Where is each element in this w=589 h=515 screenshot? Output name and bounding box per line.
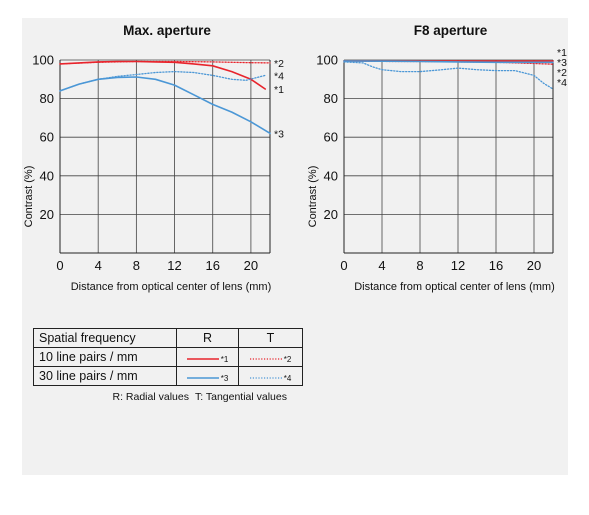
chart-0-x-tick-label: 12 bbox=[167, 258, 181, 273]
chart-1-x-tick-label: 8 bbox=[416, 258, 423, 273]
chart-1-x-tick-label: 16 bbox=[489, 258, 503, 273]
legend-mark: *3 bbox=[220, 373, 229, 383]
chart-0-series-end-label: *2 bbox=[274, 58, 284, 70]
legend-sample-t-30: *4 bbox=[249, 373, 292, 383]
chart-0-series-end-label: *4 bbox=[274, 70, 284, 82]
chart-1-x-axis-label: Distance from optical center of lens (mm… bbox=[354, 281, 555, 293]
chart-0-x-tick-label: 20 bbox=[244, 258, 258, 273]
chart-1-x-tick-label: 0 bbox=[340, 258, 347, 273]
chart-0-y-tick-label: 40 bbox=[40, 168, 54, 183]
chart-0-x-tick-label: 16 bbox=[205, 258, 219, 273]
f8-aperture-chart: 0 4 8 12 16 20 20 40 60 80 100 F8 aperture Distance … bbox=[307, 23, 567, 293]
legend-header-r: R bbox=[176, 328, 239, 348]
chart-0-x-tick-label: 8 bbox=[133, 258, 140, 273]
chart-1-x-tick-label: 20 bbox=[527, 258, 541, 273]
chart-1-series-3-line bbox=[343, 60, 554, 64]
chart-1-y-tick-label: 40 bbox=[324, 168, 338, 183]
chart-1-series-end-label: *1 bbox=[557, 47, 567, 59]
legend-header-t: T bbox=[238, 328, 303, 348]
chart-1-y-tick-label: 20 bbox=[324, 207, 338, 222]
chart-1-x-tick-label: 4 bbox=[378, 258, 385, 273]
chart-0-series-4-line bbox=[59, 70, 266, 92]
chart-1-series-end-label: *2 bbox=[557, 67, 567, 79]
legend-row-label: 30 line pairs / mm bbox=[33, 366, 177, 386]
legend-note-tangential: T: Tangential values bbox=[194, 391, 287, 403]
chart-1-y-tick-label: 60 bbox=[324, 130, 338, 145]
chart-panel bbox=[22, 18, 568, 475]
chart-0-series-3-line bbox=[59, 76, 271, 135]
chart-1-series-4-line bbox=[343, 61, 554, 90]
chart-0-y-axis-label: Contrast (%) bbox=[23, 166, 35, 228]
legend-table: Spatial frequency R T 10 line pairs / mm… bbox=[33, 328, 303, 386]
chart-1-title: F8 aperture bbox=[414, 23, 488, 38]
legend-sample-t-10: *2 bbox=[249, 354, 292, 364]
legend-sample-r-30: *3 bbox=[186, 373, 229, 383]
chart-0-series-2-line bbox=[59, 60, 271, 65]
chart-0-series-end-label: *1 bbox=[274, 84, 284, 96]
chart-1-x-tick-label: 12 bbox=[451, 258, 465, 273]
legend-row-10lp: 10 line pairs / mm *1 *2 bbox=[33, 347, 303, 367]
chart-0-title: Max. aperture bbox=[123, 23, 211, 38]
chart-1-series-end-label: *3 bbox=[557, 57, 567, 69]
legend-row-30lp: 30 line pairs / mm *3 *4 bbox=[33, 366, 303, 386]
chart-0-y-tick-label: 100 bbox=[32, 53, 54, 68]
chart-0-y-tick-label: 20 bbox=[40, 207, 54, 222]
chart-0-y-tick-label: 60 bbox=[40, 130, 54, 145]
legend-row-label: 10 line pairs / mm bbox=[33, 347, 177, 367]
chart-1-y-tick-label: 80 bbox=[324, 91, 338, 106]
chart-1-y-axis-label: Contrast (%) bbox=[307, 166, 319, 228]
legend-mark: *1 bbox=[220, 354, 229, 364]
legend-mark: *2 bbox=[283, 354, 292, 364]
legend-header-row: Spatial frequency R T bbox=[33, 328, 303, 348]
chart-0-x-tick-label: 0 bbox=[56, 258, 63, 273]
chart-0-y-tick-label: 80 bbox=[40, 91, 54, 106]
chart-0-x-tick-label: 4 bbox=[95, 258, 102, 273]
chart-0-series-1-line bbox=[59, 60, 267, 90]
chart-1-y-tick-label: 100 bbox=[316, 53, 338, 68]
legend-sample-r-10: *1 bbox=[186, 354, 229, 364]
max-aperture-chart: 0 4 8 12 16 20 20 40 60 80 100 Max. aperture Distanc… bbox=[23, 23, 284, 293]
legend-note: R: Radial values T: Tangential values bbox=[113, 391, 288, 403]
legend-header-frequency: Spatial frequency bbox=[33, 328, 177, 348]
legend-mark: *4 bbox=[283, 373, 292, 383]
chart-1-series-end-label: *4 bbox=[557, 77, 567, 89]
legend-note-radial: R: Radial values bbox=[112, 391, 189, 403]
chart-0-x-axis-label: Distance from optical center of lens (mm… bbox=[71, 281, 272, 293]
chart-0-series-end-label: *3 bbox=[274, 128, 284, 140]
